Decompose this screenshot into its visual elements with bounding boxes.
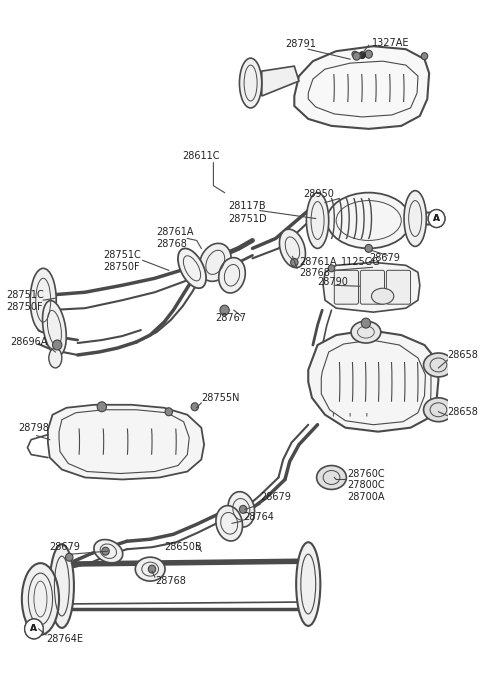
Text: 28679: 28679 [370, 253, 400, 264]
Ellipse shape [423, 353, 453, 377]
Ellipse shape [306, 193, 329, 248]
Text: 28767: 28767 [215, 313, 246, 323]
Text: 28768: 28768 [156, 240, 188, 250]
Polygon shape [308, 330, 438, 432]
Ellipse shape [102, 547, 109, 555]
Text: 28700A: 28700A [348, 492, 385, 503]
Text: 28679: 28679 [50, 542, 81, 552]
Polygon shape [48, 405, 204, 480]
Text: 28751C: 28751C [104, 250, 142, 260]
Ellipse shape [428, 210, 445, 227]
Text: 28764: 28764 [243, 512, 274, 522]
Text: 28798: 28798 [18, 423, 49, 433]
Ellipse shape [328, 265, 335, 272]
Text: 28761A: 28761A [299, 257, 336, 267]
FancyBboxPatch shape [360, 271, 384, 304]
Text: 28650B: 28650B [164, 542, 202, 552]
Text: 28764E: 28764E [46, 634, 83, 644]
Ellipse shape [240, 505, 247, 513]
Text: 28950: 28950 [304, 189, 335, 199]
Text: A: A [30, 624, 37, 633]
Ellipse shape [361, 318, 371, 328]
Ellipse shape [24, 619, 43, 639]
Text: A: A [433, 214, 440, 223]
Text: 27800C: 27800C [348, 480, 385, 491]
FancyBboxPatch shape [386, 271, 410, 304]
Text: 28790: 28790 [318, 278, 348, 287]
Ellipse shape [296, 542, 320, 626]
Ellipse shape [148, 565, 156, 573]
Ellipse shape [327, 193, 410, 248]
Text: 28611C: 28611C [183, 151, 220, 161]
Ellipse shape [94, 540, 123, 563]
Text: A: A [433, 214, 440, 223]
Ellipse shape [178, 248, 206, 288]
Ellipse shape [279, 229, 305, 268]
Text: 28679: 28679 [260, 492, 291, 503]
Ellipse shape [199, 243, 231, 282]
Ellipse shape [191, 403, 199, 411]
Text: 28751D: 28751D [228, 213, 267, 224]
Ellipse shape [43, 301, 66, 356]
Ellipse shape [351, 321, 381, 343]
Ellipse shape [216, 505, 242, 541]
Ellipse shape [423, 398, 453, 421]
Ellipse shape [365, 50, 372, 58]
Ellipse shape [228, 491, 254, 527]
Polygon shape [323, 262, 420, 312]
Ellipse shape [428, 210, 445, 227]
Text: 28750F: 28750F [104, 262, 140, 273]
Text: 28768: 28768 [155, 576, 186, 586]
Text: 28696A: 28696A [11, 337, 48, 347]
Ellipse shape [22, 563, 59, 635]
Ellipse shape [52, 340, 62, 350]
Ellipse shape [404, 191, 426, 247]
Text: 28768: 28768 [299, 268, 330, 278]
Ellipse shape [97, 402, 107, 412]
Text: 1327AE: 1327AE [372, 38, 409, 48]
Text: 28791: 28791 [285, 39, 316, 49]
Text: 28658: 28658 [448, 407, 479, 417]
Ellipse shape [317, 466, 347, 489]
Ellipse shape [135, 557, 165, 581]
Ellipse shape [49, 348, 62, 368]
Polygon shape [262, 66, 299, 96]
Text: 28760C: 28760C [348, 468, 385, 479]
Text: 28761A: 28761A [156, 227, 194, 238]
Text: 1125GG: 1125GG [341, 257, 381, 267]
Text: 28658: 28658 [448, 350, 479, 360]
Polygon shape [294, 46, 429, 129]
Ellipse shape [359, 52, 365, 59]
Ellipse shape [30, 268, 56, 332]
Ellipse shape [365, 245, 372, 252]
Text: 28755N: 28755N [201, 393, 240, 403]
Ellipse shape [220, 305, 229, 315]
Text: A: A [30, 624, 37, 633]
Ellipse shape [240, 58, 262, 108]
Ellipse shape [421, 52, 428, 59]
Ellipse shape [353, 52, 360, 60]
Ellipse shape [50, 545, 74, 628]
Ellipse shape [290, 259, 298, 266]
Ellipse shape [165, 408, 172, 416]
Ellipse shape [372, 288, 394, 304]
Ellipse shape [352, 51, 358, 57]
Ellipse shape [24, 619, 43, 639]
Text: 28750F: 28750F [6, 302, 43, 312]
Text: 28751C: 28751C [6, 290, 44, 300]
Ellipse shape [219, 258, 245, 293]
Ellipse shape [66, 553, 73, 561]
FancyBboxPatch shape [334, 271, 359, 304]
Text: 28117B: 28117B [228, 201, 266, 210]
